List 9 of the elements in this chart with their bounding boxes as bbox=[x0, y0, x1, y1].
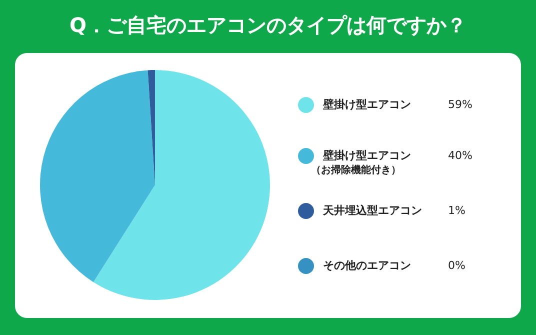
data-label: 59% bbox=[448, 97, 472, 113]
legend-label: 天井埋込型エアコン bbox=[323, 203, 423, 219]
legend-label: その他のエアコン bbox=[323, 258, 412, 274]
chart-title: Q．ご自宅のエアコンのタイプは何ですか？ bbox=[68, 12, 468, 39]
legend-label: 壁掛け型エアコン（お掃除機能付き） bbox=[311, 148, 412, 178]
data-label: 1% bbox=[448, 203, 466, 219]
data-label: 40% bbox=[448, 148, 472, 164]
legend-label: 壁掛け型エアコン bbox=[323, 97, 412, 113]
text: 0% bbox=[448, 259, 466, 272]
